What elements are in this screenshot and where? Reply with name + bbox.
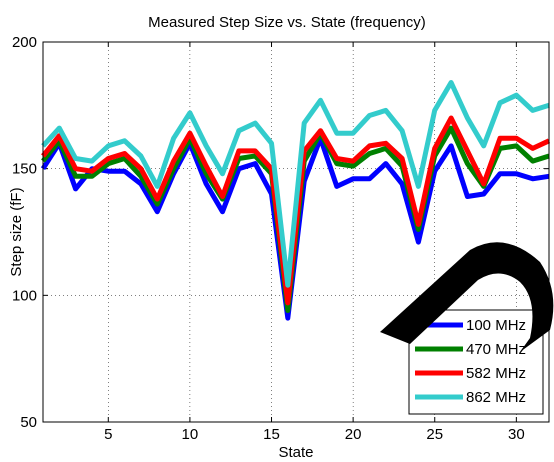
axis-ticks: 5 10 15 20 25 30 50 100 150 200	[12, 34, 549, 443]
watermark-shape	[380, 242, 554, 352]
legend-label: 862 MHz	[466, 389, 526, 406]
legend-label: 470 MHz	[466, 341, 526, 358]
legend: 100 MHz 470 MHz 582 MHz 862 MHz	[408, 309, 544, 415]
legend-label: 582 MHz	[466, 365, 526, 382]
watermark	[380, 242, 554, 352]
legend-label: 100 MHz	[466, 317, 526, 334]
x-tick-label: 20	[345, 426, 362, 443]
x-tick-label: 30	[508, 426, 525, 443]
plot-frame	[42, 41, 550, 423]
y-tick-label: 50	[20, 414, 37, 431]
x-tick-label: 25	[426, 426, 443, 443]
y-axis-label: Step size (fF)	[8, 187, 25, 276]
x-tick-label: 10	[182, 426, 199, 443]
series-line-862-mhz	[41, 80, 550, 288]
x-tick-label: 5	[104, 426, 112, 443]
chart-title: Measured Step Size vs. State (frequency)	[148, 14, 426, 31]
y-tick-label: 200	[12, 34, 37, 51]
series-lines	[40, 80, 551, 321]
y-tick-label: 100	[12, 287, 37, 304]
x-tick-label: 15	[263, 426, 280, 443]
x-axis-label: State	[278, 444, 313, 461]
y-tick-label: 150	[12, 161, 37, 178]
